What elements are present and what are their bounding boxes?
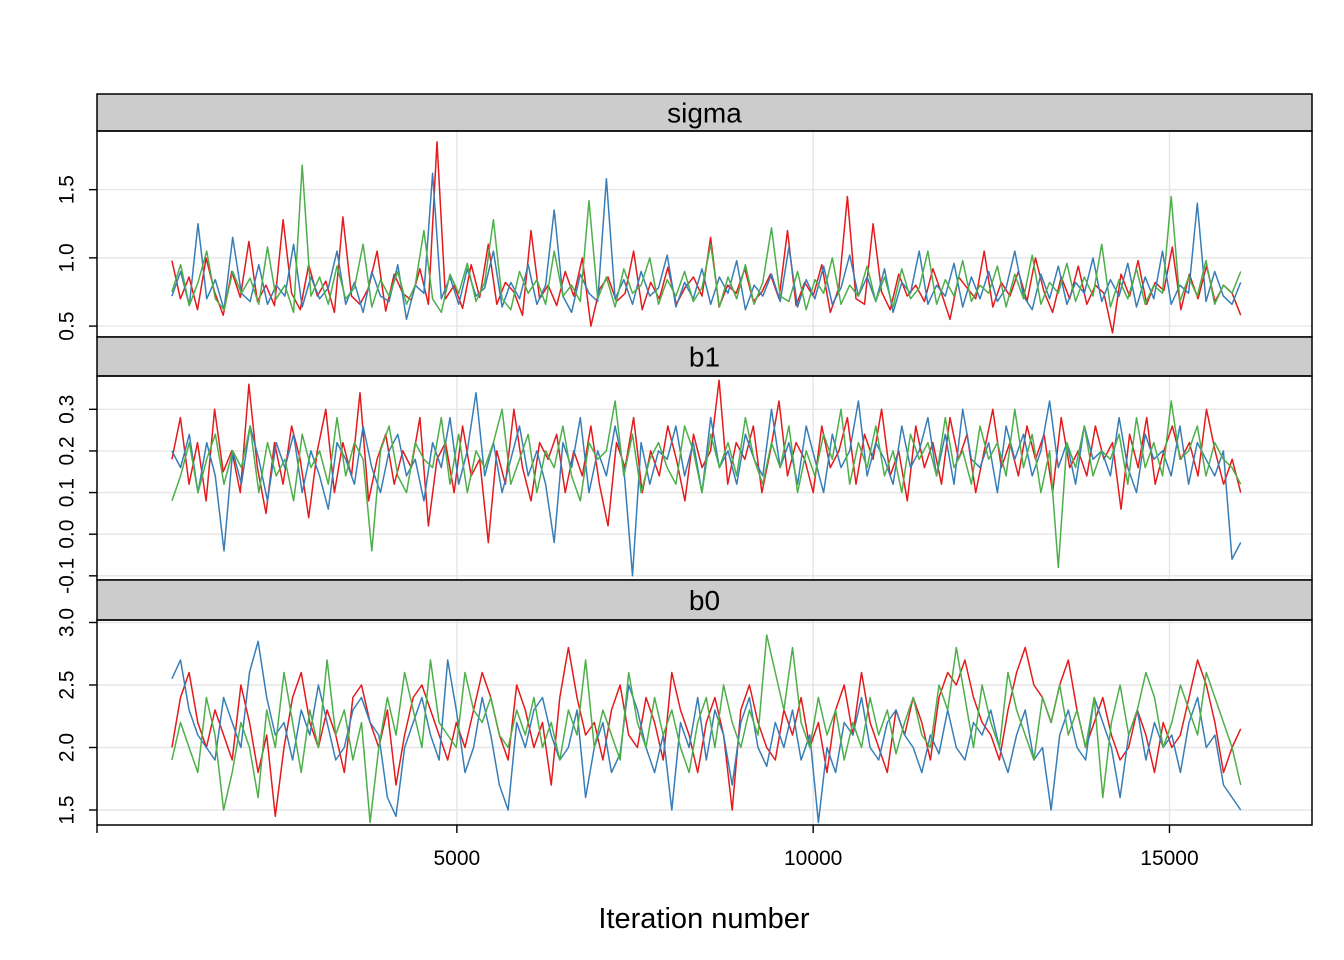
panel-b0: b0 1.5 2.0 2.5 3.0 — [56, 579, 1313, 826]
panel-series-group — [171, 141, 1242, 334]
strip-label-sigma: sigma — [667, 98, 742, 129]
y-tick-label: 2.5 — [56, 670, 79, 699]
y-tick-label: 1.0 — [56, 243, 79, 272]
panel-border — [96, 619, 1313, 826]
x-axis-title: Iteration number — [598, 903, 810, 935]
strip-b0 — [96, 579, 1313, 621]
y-tick-label: 0.2 — [56, 436, 79, 465]
series-line-chain-2 — [171, 640, 1242, 824]
y-tick-label: 0.1 — [56, 478, 79, 507]
y-tick-label: 0.0 — [56, 520, 79, 549]
y-tick-label: 1.5 — [56, 795, 79, 824]
y-tick-label: 1.5 — [56, 175, 79, 204]
series-line-chain-3 — [171, 164, 1242, 314]
strip-label-b0: b0 — [689, 585, 720, 616]
series-line-chain-2 — [171, 391, 1242, 577]
x-axis: 5000 10000 15000 — [96, 825, 1199, 870]
panels-layer: sigma 0.5 1.0 1.5 b1 -0.1 0.0 0.1 0.2 0.3 b0 1.5 2.0… — [56, 93, 1313, 826]
series-line-chain-3 — [171, 634, 1242, 824]
y-tick-label: -0.1 — [56, 558, 79, 594]
y-tick-label: 2.0 — [56, 733, 79, 762]
y-tick-label: 0.3 — [56, 395, 79, 424]
x-tick-label: 10000 — [784, 847, 842, 870]
y-tick-label: 3.0 — [56, 608, 79, 637]
y-tick-label: 0.5 — [56, 311, 79, 340]
strip-sigma — [96, 93, 1313, 132]
panel-b1: b1 -0.1 0.0 0.1 0.2 0.3 — [56, 336, 1313, 594]
x-tick-label: 5000 — [434, 847, 481, 870]
x-tick-label: 15000 — [1140, 847, 1198, 870]
strip-b1 — [96, 336, 1313, 377]
panel-series-group — [171, 379, 1242, 577]
strip-label-b1: b1 — [689, 342, 720, 373]
panel-series-group — [171, 634, 1242, 824]
panel-sigma: sigma 0.5 1.0 1.5 — [56, 93, 1313, 341]
series-line-chain-3 — [171, 400, 1242, 569]
